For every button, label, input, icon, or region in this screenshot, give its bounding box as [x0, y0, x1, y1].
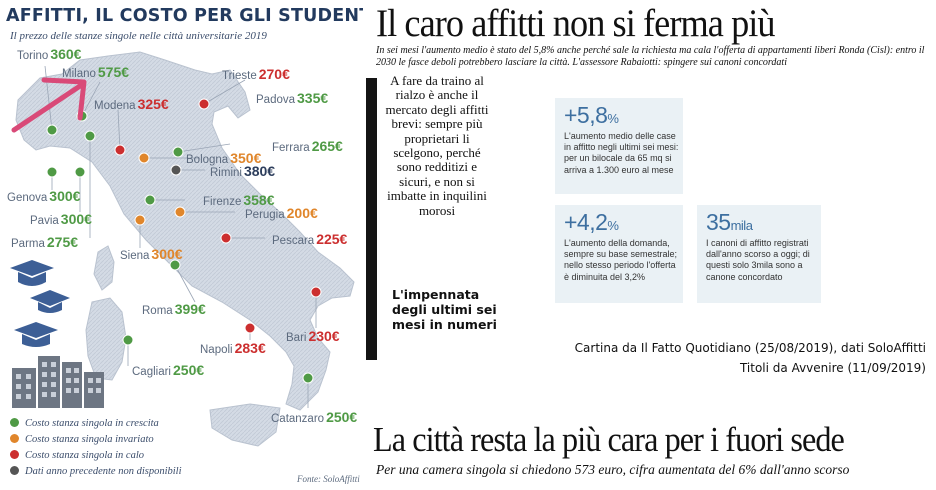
stat-box-aumento-domanda: +4,2% L'aumento della domanda, sempre su… [555, 205, 683, 303]
stat-description: I canoni di affitto registrati dall'anno… [706, 238, 810, 282]
sicily-shape [209, 403, 281, 447]
city-label-modena: Modena 325€ [94, 96, 169, 112]
legend-item-non-disponibili: Dati anno precedente non disponibili [10, 466, 182, 477]
leader-lines [44, 65, 317, 408]
legend-item-crescita: Costo stanza singola in crescita [10, 418, 159, 429]
boxout-title: L'impennata degli ultimi sei mesi in num… [392, 287, 497, 332]
city-label-cagliari: Cagliari 250€ [132, 362, 205, 378]
stat-value: 35mila [706, 209, 753, 235]
city-label-torino: Torino 360€ [17, 46, 82, 62]
city-label-padova: Padova 335€ [256, 90, 329, 106]
green-dot-icon [10, 418, 19, 427]
corsica-shape [93, 245, 115, 291]
legend-item-invariato: Costo stanza singola invariato [10, 434, 154, 445]
map-subtitle: Il prezzo delle stanze singole nelle cit… [10, 30, 267, 42]
city-label-rimini: Rimini 380€ [210, 163, 276, 179]
city-label-bari: Bari 230€ [286, 328, 340, 344]
city-label-parma: Parma 275€ [11, 234, 79, 250]
credit-map-source: Cartina da Il Fatto Quotidiano (25/08/20… [574, 341, 926, 355]
city-label-pescara: Pescara 225€ [272, 231, 348, 247]
city-label-genova: Genova 300€ [7, 188, 81, 204]
italy-rent-map: AFFITTI, IL COSTO PER GLI STUDENTI Il pr… [0, 0, 363, 490]
city-label-catanzaro: Catanzaro 250€ [271, 409, 358, 425]
city-label-roma: Roma 399€ [142, 301, 206, 317]
city-label-trieste: Trieste 270€ [222, 66, 290, 82]
arrow-icon [11, 77, 87, 133]
city-label-siena: Siena 300€ [120, 246, 183, 262]
credit-titles-source: Titoli da Avvenire (11/09/2019) [739, 361, 926, 375]
stat-box-canoni: 35mila I canoni di affitto registrati da… [697, 205, 821, 303]
gray-dot-icon [10, 466, 19, 475]
city-label-firenze: Firenze 358€ [203, 192, 275, 208]
stat-value: +5,8% [564, 102, 619, 128]
legend-item-calo: Costo stanza singola in calo [10, 450, 144, 461]
stat-description: L'aumento della domanda, sempre su base … [564, 238, 678, 282]
subhead-caro-affitti: In sei mesi l'aumento medio è stato del … [376, 45, 925, 68]
italy-map-graphic [10, 51, 355, 447]
red-dot-icon [10, 450, 19, 459]
city-label-ferrara: Ferrara 265€ [272, 138, 343, 154]
map-source: Fonte: SoloAffitti [297, 474, 360, 484]
orange-dot-icon [10, 434, 19, 443]
article-body-text: A fare da traino al rialzo è anche il me… [385, 73, 489, 218]
city-label-bologna: Bologna 350€ [186, 150, 262, 166]
black-bar-divider [366, 78, 377, 360]
city-label-milano: Milano 575€ [62, 64, 130, 80]
headline-caro-affitti: Il caro affitti non si ferma più [376, 2, 776, 45]
city-label-pavia: Pavia 300€ [30, 211, 92, 227]
stat-box-aumento-medio: +5,8% L'aumento medio delle case in affi… [555, 98, 683, 194]
city-label-napoli: Napoli 283€ [200, 340, 266, 356]
stat-description: L'aumento medio delle case in affitto ne… [564, 131, 679, 175]
map-title: AFFITTI, IL COSTO PER GLI STUDENTI [6, 6, 363, 26]
graduation-cap-icons [10, 260, 70, 347]
italy-mainland-shape [15, 51, 355, 411]
city-dots [46, 98, 322, 384]
city-label-perugia: Perugia 200€ [245, 205, 318, 221]
sardinia-shape [85, 297, 127, 381]
subhead-fuori-sede: Per una camera singola si chiedono 573 e… [376, 462, 850, 477]
headline-fuori-sede: La città resta la più cara per i fuori s… [373, 420, 845, 459]
buildings-icon [12, 356, 104, 408]
stat-value: +4,2% [564, 209, 619, 235]
